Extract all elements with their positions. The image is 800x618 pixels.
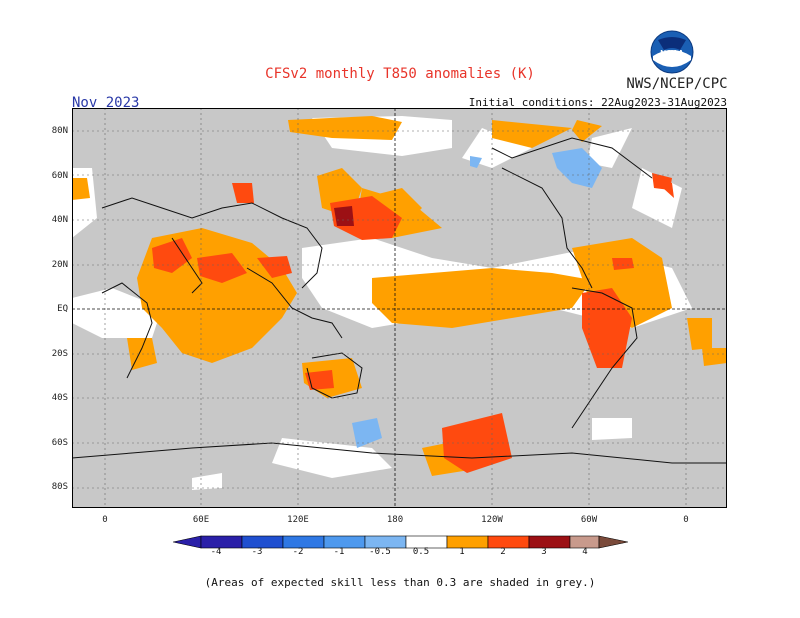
colorbar-label: 1	[459, 547, 465, 557]
lon-label: 120E	[287, 515, 309, 525]
lat-label: 80N	[51, 126, 68, 136]
colorbar	[173, 535, 628, 549]
lon-label: 60W	[580, 515, 598, 525]
colorbar-label: 0.5	[412, 547, 430, 557]
colorbar-label: 4	[582, 547, 588, 557]
anomaly-darkred	[334, 206, 354, 226]
lat-label: 60N	[51, 171, 68, 181]
graticule	[72, 108, 727, 508]
colorbar-label: -4	[210, 547, 222, 557]
lat-label: 40N	[51, 215, 68, 225]
noaa-logo-text: NOAA	[660, 49, 684, 58]
colorbar-label: -3	[251, 547, 263, 557]
anomaly-blue	[352, 148, 602, 448]
colorbar-arrow-right	[598, 535, 628, 549]
lat-label: EQ	[57, 304, 68, 314]
anomaly-red	[152, 173, 674, 473]
lon-label: 0	[683, 515, 689, 525]
lat-label: 20N	[51, 260, 68, 270]
lat-label: 80S	[51, 482, 68, 492]
lat-label: 60S	[51, 438, 68, 448]
colorbar-arrow-left	[173, 535, 202, 549]
chart-title: CFSv2 monthly T850 anomalies (K)	[265, 66, 535, 82]
lon-label: 180	[386, 515, 404, 525]
colorbar-label: -2	[292, 547, 304, 557]
lat-label: 20S	[51, 349, 68, 359]
initial-conditions: Initial conditions: 22Aug2023-31Aug2023	[468, 96, 727, 109]
lat-label: 40S	[51, 393, 68, 403]
skill-footnote: (Areas of expected skill less than 0.3 a…	[204, 576, 596, 589]
map-frame	[72, 108, 727, 508]
org-label: NWS/NCEP/CPC	[626, 76, 728, 92]
colorbar-label: 3	[541, 547, 547, 557]
lon-label: 60E	[192, 515, 210, 525]
lon-label: 0	[102, 515, 108, 525]
colorbar-label: -0.5	[369, 547, 391, 557]
colorbar-label: -1	[333, 547, 345, 557]
lon-label: 120W	[481, 515, 503, 525]
anomaly-map	[72, 108, 727, 508]
colorbar-label: 2	[500, 547, 506, 557]
noaa-logo: NOAA	[650, 30, 694, 74]
forecast-month: Nov 2023	[72, 95, 140, 111]
coastlines	[72, 137, 727, 464]
axis-lines	[72, 108, 727, 508]
